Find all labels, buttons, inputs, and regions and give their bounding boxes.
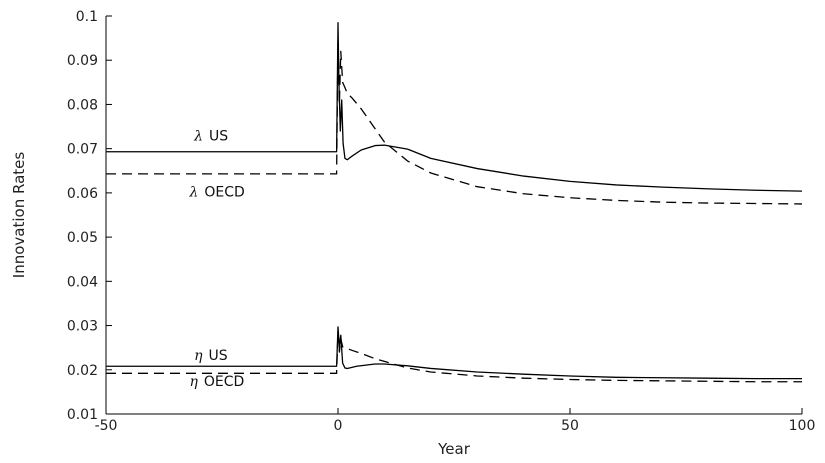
annotation-text: OECD: [204, 184, 244, 200]
series-annotation: η US: [194, 348, 228, 364]
y-tick-label: 0.1: [76, 9, 98, 25]
x-tick-label: 100: [789, 418, 816, 434]
y-tick-label: 0.07: [67, 142, 98, 158]
annotation-greek: η: [190, 374, 199, 390]
annotation-text: OECD: [204, 374, 244, 390]
annotation-greek: λ: [193, 129, 203, 145]
y-tick-label: 0.03: [67, 319, 98, 335]
x-axis-label: Year: [437, 440, 471, 458]
y-tick-label: 0.01: [67, 407, 98, 423]
tick-marks: 0.01 0.02 0.03 0.04 0.05 0.06 0.07 0.08 0.09 0.1 -…: [67, 9, 816, 434]
series-annotation: η OECD: [190, 374, 245, 390]
x-tick-label: -50: [95, 418, 118, 434]
annotation-greek: η: [194, 348, 203, 364]
x-tick-label: 50: [561, 418, 579, 434]
annotation-text: US: [209, 129, 228, 145]
y-tick-label: 0.05: [67, 230, 98, 246]
annotation-greek: λ: [189, 184, 199, 200]
y-tick-label: 0.09: [67, 53, 98, 69]
series-line-0: [106, 21, 803, 192]
series-annotation: λ OECD: [189, 184, 245, 200]
x-tick-label: 0: [334, 418, 343, 434]
y-tick-label: 0.04: [67, 274, 98, 290]
y-axis-label: Innovation Rates: [10, 152, 28, 279]
y-tick-label: 0.06: [67, 186, 98, 202]
y-tick-label: 0.02: [67, 363, 98, 379]
series-line-1: [106, 39, 803, 205]
series-lines: [106, 21, 803, 383]
y-tick-label: 0.08: [67, 97, 98, 113]
axes: [105, 16, 802, 415]
series-annotation: λ US: [193, 129, 228, 145]
annotation-text: US: [209, 348, 228, 364]
series-line-3: [106, 331, 802, 383]
